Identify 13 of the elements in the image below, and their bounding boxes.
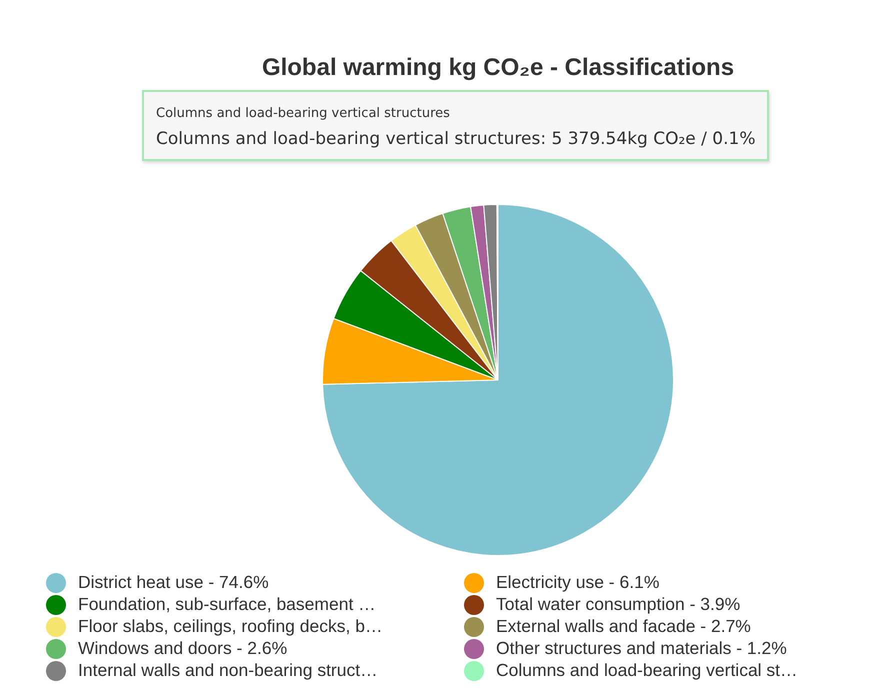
legend-label: Columns and load-bearing vertical st… <box>496 660 798 681</box>
legend-label: External walls and facade - 2.7% <box>496 616 751 637</box>
chart-title: Global warming kg CO₂e - Classifications <box>260 54 736 82</box>
legend-label: Total water consumption - 3.9% <box>496 594 740 615</box>
legend-label: Windows and doors - 2.6% <box>78 638 288 659</box>
legend-label: Internal walls and non-bearing struct… <box>78 660 378 681</box>
legend-label: Electricity use - 6.1% <box>496 572 660 593</box>
legend-label: Floor slabs, ceilings, roofing decks, b… <box>78 616 382 637</box>
text: Columns and load-bearing vertical structures: 5 379.54kg CO₂e / 0.1% <box>156 129 756 149</box>
legend-label: Other structures and materials - 1.2% <box>496 638 787 659</box>
legend-label: District heat use - 74.6% <box>78 572 269 593</box>
legend-label: Foundation, sub-surface, basement … <box>78 594 376 615</box>
text: Columns and load-bearing vertical structures <box>156 106 451 121</box>
